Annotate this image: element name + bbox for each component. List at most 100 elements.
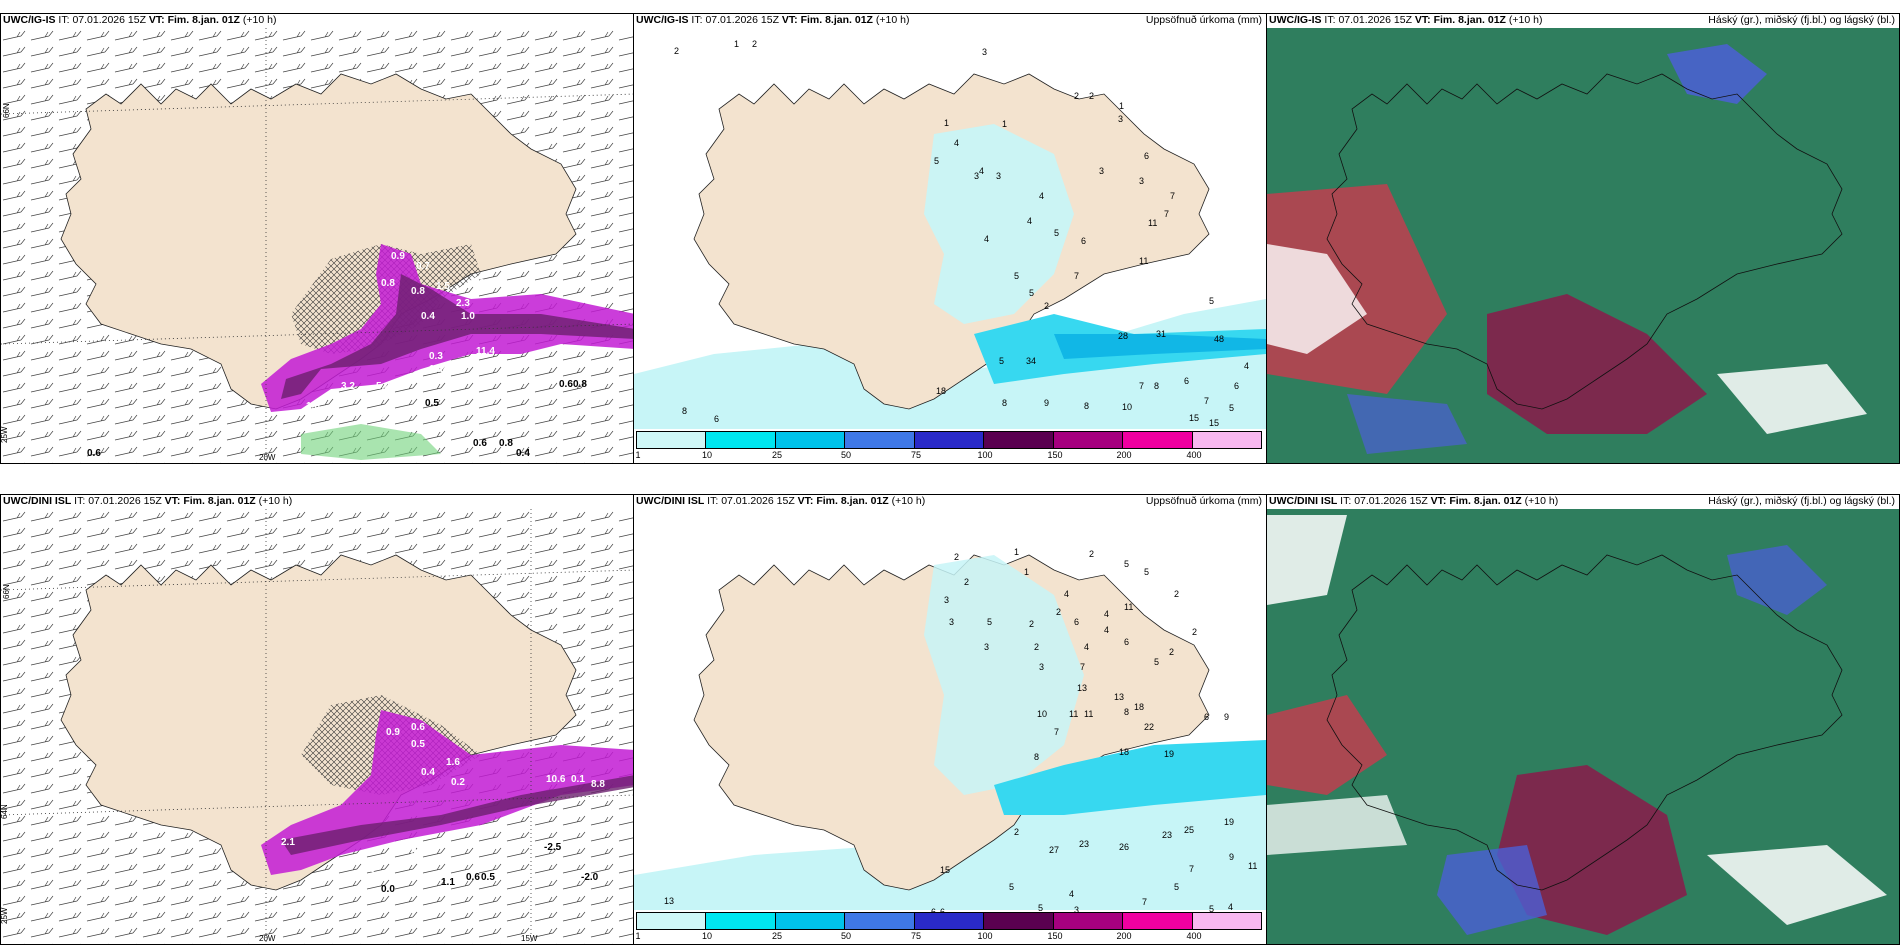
legend-tick: 1	[635, 931, 641, 941]
snow-field-heavy	[281, 274, 635, 399]
legend-tick: 150	[1047, 931, 1063, 941]
precip-value: 5	[1209, 904, 1214, 914]
cloud-low	[1667, 44, 1767, 104]
snow-value: 2.1	[281, 837, 295, 848]
precip-value: 11	[1124, 602, 1133, 612]
precip-value: 2	[1192, 627, 1197, 637]
precip-value: 3	[1039, 662, 1044, 672]
precip-value: 6	[1124, 637, 1129, 647]
legend-swatch	[775, 913, 846, 929]
legend-tick: 75	[910, 450, 922, 460]
precip-value: 11	[1069, 709, 1078, 719]
snow-value: 0.5	[425, 398, 439, 409]
snow-value: 10.6	[546, 774, 566, 785]
precip-value: 5	[1014, 271, 1019, 281]
precip-value: 3	[944, 595, 949, 605]
map-cloud-ig	[1267, 28, 1899, 463]
snow-field-heavy	[281, 775, 635, 855]
lat-label: 25W	[1, 907, 9, 924]
precip-value: 8	[1002, 398, 1007, 408]
panel-cloud-ig: UWC/IG-IS IT: 07.01.2026 15Z VT: Fim. 8.…	[1266, 13, 1900, 464]
precip-value: 6	[1074, 617, 1079, 627]
precip-value: 4	[1027, 216, 1032, 226]
precip-value: 13	[1114, 692, 1124, 702]
legend-swatch	[1053, 432, 1124, 448]
cloud-free	[1267, 795, 1407, 855]
precip-value: 2	[752, 39, 757, 49]
precip-value: 2	[1169, 647, 1174, 657]
cloud-low	[1437, 845, 1547, 935]
precip-value: 3	[949, 617, 954, 627]
precip-legend: 1 10 25 50 75 100 150 200 400	[635, 431, 1262, 461]
precip-value: 3	[984, 642, 989, 652]
legend-tick: 400	[1186, 931, 1202, 941]
precip-value: 18	[1134, 702, 1144, 712]
legend-swatch	[914, 913, 985, 929]
snow-value: -2.5	[544, 842, 562, 853]
precip-value: 3	[1099, 166, 1104, 176]
cloud-mid	[1267, 695, 1387, 795]
precip-value: 3	[996, 171, 1001, 181]
precip-value: 2	[1029, 619, 1034, 629]
snow-value: 1.0	[461, 311, 475, 322]
snow-value: 0.8	[381, 278, 395, 289]
legend-swatch	[984, 913, 1054, 929]
snow-value: 0.4	[421, 767, 435, 778]
legend-tick: 10	[701, 450, 713, 460]
precip-value: 6	[1204, 712, 1209, 722]
map-snow-dini: 20W 15W 66N 64N 25W 0.9 0.6 0.5 0.4 1.6 …	[1, 509, 635, 944]
precip-value: 7	[1164, 209, 1169, 219]
precip-value: 9	[1224, 712, 1229, 722]
cloud-free	[1707, 845, 1887, 925]
precip-light	[634, 299, 1266, 429]
precip-value: 1	[1014, 547, 1019, 557]
snow-value: 0.8	[411, 286, 425, 297]
snow-value: 0.6	[466, 872, 480, 883]
snow-value: 0.6	[87, 448, 101, 459]
precip-value: 5	[1009, 882, 1014, 892]
precip-value: 2	[954, 552, 959, 562]
precip-value: 11	[1139, 256, 1148, 266]
map-precip-ig: 2 1 2 3 1 2 2 1 3 6 3 3 4 4 3 4 5 7 4 11…	[634, 39, 1266, 429]
cloud-free	[1717, 364, 1867, 434]
snow-value: 0.4	[421, 311, 435, 322]
legend-swatch	[984, 432, 1054, 448]
precip-value: 4	[1039, 191, 1044, 201]
legend-tick: 100	[977, 931, 993, 941]
precip-mid	[994, 740, 1266, 815]
snow-value: 0.6	[411, 722, 425, 733]
lat-label: 25W	[1, 426, 9, 443]
snow-value: 0.3	[471, 278, 485, 289]
snow-value: 0.6	[473, 438, 487, 449]
precip-value: 2	[1089, 91, 1094, 101]
precip-value: 10	[1122, 402, 1132, 412]
legend-tick: 100	[977, 450, 993, 460]
snow-value: 0.8	[499, 438, 513, 449]
precip-value: 22	[1144, 722, 1154, 732]
legend-swatch	[775, 432, 846, 448]
precip-light	[924, 555, 1084, 795]
legend-swatch	[1053, 913, 1124, 929]
snow-value: 0.7	[416, 261, 430, 272]
precip-value: 26	[1119, 842, 1129, 852]
legend-tick: 200	[1116, 450, 1132, 460]
iceland-land	[60, 554, 577, 891]
precip-value: 4	[1244, 361, 1249, 371]
precip-value: 48	[1214, 334, 1224, 344]
precip-value: 2	[1034, 642, 1039, 652]
precip-value: 7	[1142, 897, 1147, 907]
lat-label: 66N	[2, 584, 11, 599]
legend-tick: 50	[840, 450, 852, 460]
snow-value: 1.6	[569, 359, 583, 370]
precip-value: 5	[1209, 296, 1214, 306]
precip-light	[924, 124, 1074, 324]
snow-value: 3.9	[416, 860, 430, 871]
legend-swatch	[637, 432, 707, 448]
precip-value: 25	[1184, 825, 1194, 835]
cloud-mid	[1487, 294, 1707, 434]
snow-value: 2.3	[456, 298, 470, 309]
precip-value: 13	[1077, 683, 1087, 693]
rain-field	[301, 424, 441, 460]
precip-value: 15	[940, 865, 950, 875]
map-precip-dini: 2 1 2 5 5 2 3 4 2 4 11 2 1 3 5 2 6 4 6 3…	[634, 547, 1266, 929]
